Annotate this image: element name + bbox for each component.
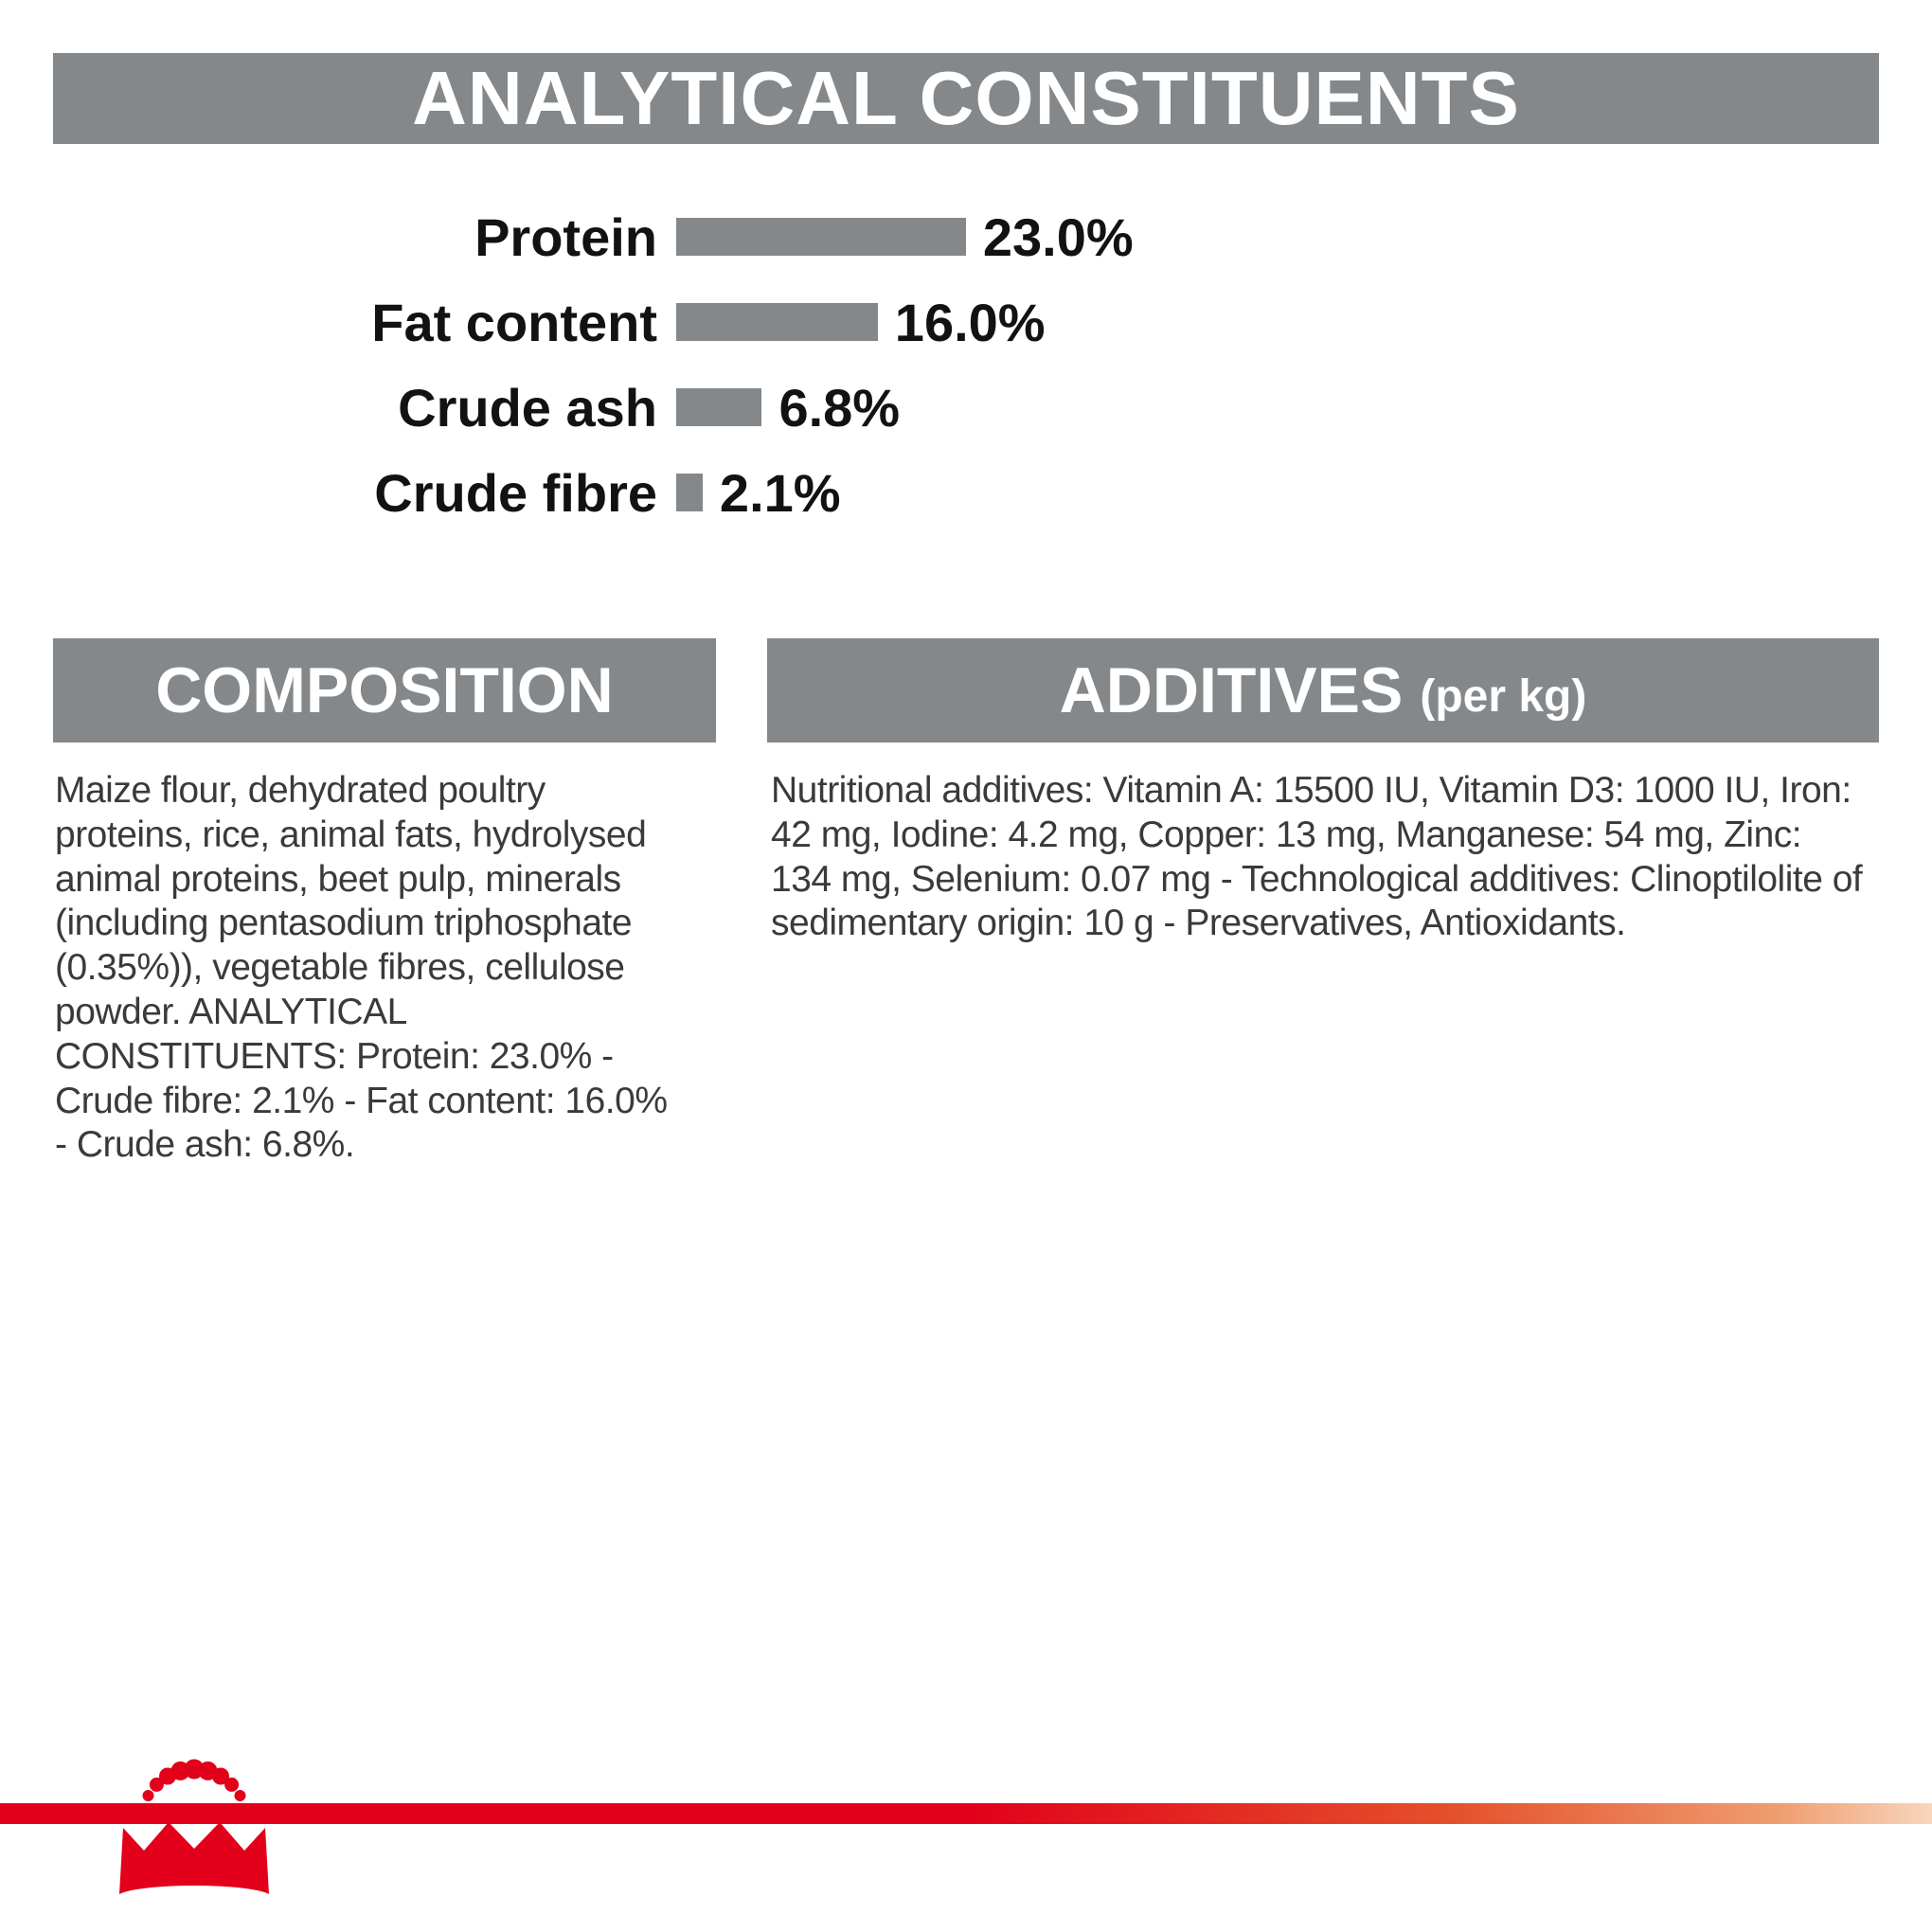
composition-banner: COMPOSITION <box>53 638 716 742</box>
brand-red-stripe <box>0 1803 1932 1824</box>
composition-title: COMPOSITION <box>155 654 614 726</box>
composition-body: Maize flour, dehydrated poultry proteins… <box>55 770 668 1166</box>
bar-crude-ash <box>676 388 762 426</box>
analytical-constituents-banner: ANALYTICAL CONSTITUENTS <box>53 53 1879 144</box>
bar-fat-content <box>676 303 878 341</box>
royal-canin-crown-logo <box>119 1759 269 1894</box>
bar-label-crude-ash: Crude ash <box>398 377 657 438</box>
additives-body: Nutritional additives: Vitamin A: 15500 … <box>771 770 1863 944</box>
bar-value-crude-fibre: 2.1% <box>719 462 841 523</box>
bar-protein <box>676 218 966 256</box>
chart-row: Crude fibre 2.1% <box>0 462 1932 523</box>
additives-banner: ADDITIVES (per kg) <box>767 638 1879 742</box>
additives-title: ADDITIVES <box>1059 654 1404 726</box>
chart-row: Fat content 16.0% <box>0 292 1932 352</box>
analytical-constituents-title: ANALYTICAL CONSTITUENTS <box>412 56 1520 140</box>
bar-value-protein: 23.0% <box>982 206 1134 267</box>
bar-label-protein: Protein <box>474 206 657 267</box>
bar-value-crude-ash: 6.8% <box>778 377 901 438</box>
analytical-constituents-chart: Protein 23.0% Fat content 16.0% Crude as… <box>0 206 1932 547</box>
bar-label-crude-fibre: Crude fibre <box>374 462 657 523</box>
bar-value-fat-content: 16.0% <box>894 292 1046 352</box>
chart-row: Protein 23.0% <box>0 206 1932 267</box>
additives-title-suffix: (per kg) <box>1420 671 1587 722</box>
bar-crude-fibre <box>676 474 703 511</box>
bar-label-fat-content: Fat content <box>371 292 657 352</box>
chart-row: Crude ash 6.8% <box>0 377 1932 438</box>
